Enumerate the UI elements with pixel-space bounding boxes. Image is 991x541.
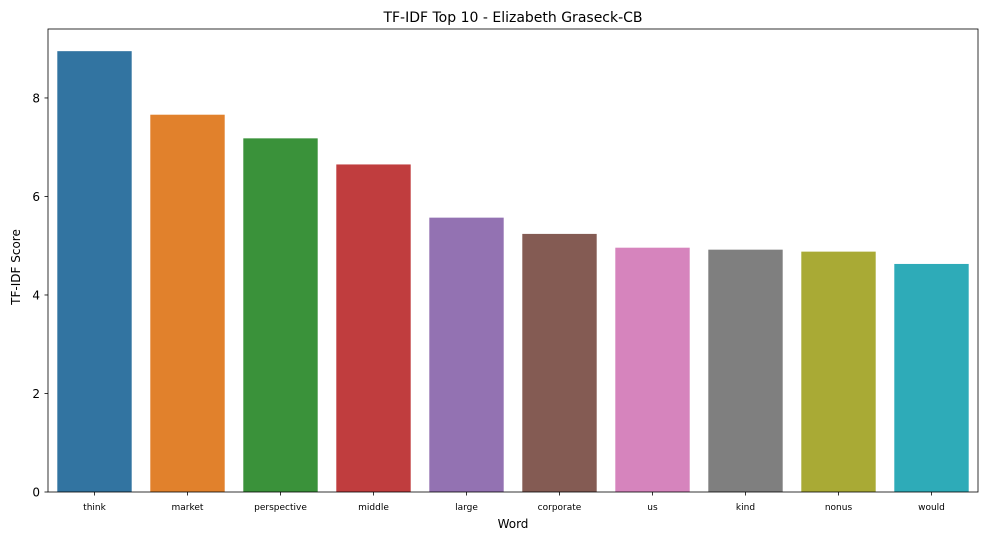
x-tick-label: perspective <box>254 503 307 513</box>
y-axis-label: TF-IDF Score <box>9 229 23 306</box>
x-tick-label: corporate <box>538 503 582 513</box>
x-tick-label: think <box>83 503 106 513</box>
y-tick-label: 2 <box>32 387 40 401</box>
bar-large <box>429 217 504 492</box>
bar-corporate <box>522 233 597 492</box>
y-tick-label: 0 <box>32 486 40 500</box>
y-tick-label: 4 <box>32 288 40 302</box>
bar-would <box>894 263 969 492</box>
x-tick-label: us <box>647 503 658 513</box>
x-axis-label: Word <box>498 517 529 531</box>
bar-kind <box>708 249 783 492</box>
x-tick-label: kind <box>736 503 755 513</box>
bar-think <box>57 51 132 493</box>
x-ticks-group: think market perspective middle large corpora… <box>83 492 945 513</box>
x-tick-label: nonus <box>825 503 853 513</box>
x-tick-label: market <box>172 503 204 513</box>
y-tick-label: 8 <box>32 91 40 105</box>
chart-title: TF-IDF Top 10 - Elizabeth Graseck-CB <box>382 10 642 26</box>
plot-frame <box>47 28 979 493</box>
x-tick-label: middle <box>358 503 389 513</box>
bars-group <box>57 51 969 493</box>
y-tick-label: 6 <box>32 190 40 204</box>
x-tick-label: large <box>455 503 478 513</box>
bar-perspective <box>243 138 318 492</box>
bar-middle <box>336 164 411 492</box>
y-ticks-group: 0 2 4 6 8 <box>32 91 48 500</box>
x-tick-label: would <box>918 503 945 513</box>
bar-market <box>150 114 225 492</box>
bar-nonus <box>801 251 876 492</box>
bar-us <box>615 247 690 492</box>
